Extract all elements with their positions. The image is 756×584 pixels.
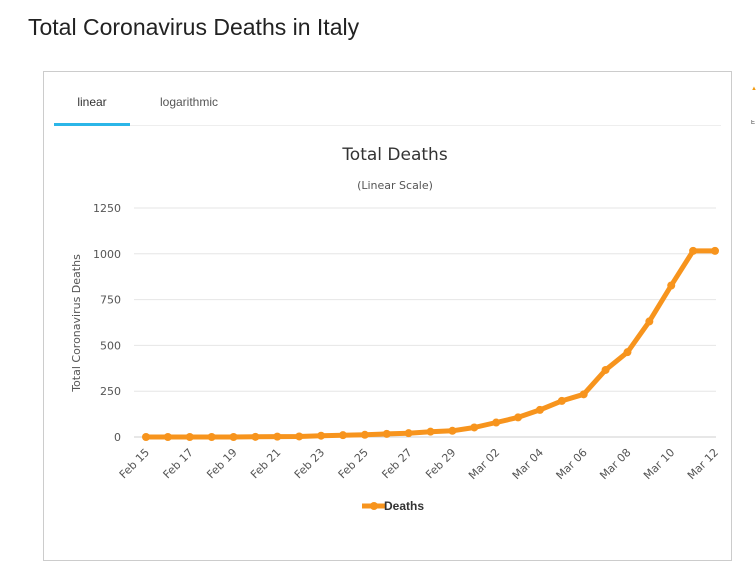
x-tick-label: Feb 25 (336, 446, 371, 481)
data-point (317, 431, 326, 440)
tab-linear[interactable]: linear (54, 72, 130, 126)
x-tick-label: Feb 27 (379, 446, 414, 481)
data-point (142, 433, 150, 441)
chart-subtitle: (Linear Scale) (357, 179, 433, 192)
x-tick-label: Mar 12 (685, 446, 721, 482)
data-point (382, 429, 391, 438)
data-point (579, 390, 588, 399)
data-point (711, 246, 719, 255)
data-point (360, 430, 369, 439)
data-point (535, 405, 544, 414)
data-point (557, 396, 566, 405)
data-point (163, 433, 172, 441)
x-tick-label: Feb 23 (292, 446, 327, 481)
chart-panel: linear logarithmic Total Deaths (Linear S… (43, 71, 732, 561)
x-tick-label: Mar 04 (510, 446, 546, 482)
scale-tabs: linear logarithmic (54, 72, 721, 126)
tab-logarithmic[interactable]: logarithmic (159, 95, 219, 109)
data-point (185, 433, 194, 441)
y-tick-label: 500 (100, 339, 121, 352)
y-tick-label: 250 (100, 385, 121, 398)
deaths-line-chart: Total Deaths (Linear Scale) 0 250 500 750 1000… (70, 145, 721, 513)
data-point (623, 348, 632, 357)
x-tick-label: Mar 02 (466, 446, 502, 482)
data-point (295, 432, 304, 441)
data-point (689, 246, 698, 255)
data-point (229, 433, 238, 441)
data-point (470, 423, 479, 432)
x-tick-label: Mar 10 (641, 446, 677, 482)
data-point (667, 281, 676, 290)
x-tick-label: Feb 15 (117, 446, 152, 481)
data-point (426, 427, 435, 436)
y-tick-label: 750 (100, 294, 121, 307)
x-tick-label: Feb 29 (423, 446, 458, 481)
data-point (338, 431, 347, 440)
y-axis-label: Total Coronavirus Deaths (70, 254, 83, 393)
data-point (514, 413, 523, 422)
legend-label: Deaths (384, 499, 424, 513)
data-point (645, 317, 654, 326)
legend-marker (370, 502, 378, 510)
side-edge-mark: ▲ (751, 86, 756, 92)
page-title: Total Coronavirus Deaths in Italy (28, 14, 360, 40)
data-point (492, 418, 501, 427)
data-point (273, 432, 282, 441)
y-tick-label: 1250 (93, 202, 121, 215)
data-point (601, 365, 610, 374)
x-tick-label: Mar 06 (554, 446, 590, 482)
data-point (448, 426, 457, 435)
data-point (207, 433, 216, 441)
y-tick-label: 0 (114, 431, 121, 444)
x-tick-label: Feb 19 (204, 446, 239, 481)
x-tick-label: Feb 21 (248, 446, 283, 481)
y-tick-label: 1000 (93, 248, 121, 261)
chart-title: Total Deaths (341, 145, 448, 165)
x-tick-label: Mar 08 (597, 446, 633, 482)
data-point (251, 432, 260, 441)
series-line-deaths (143, 248, 718, 440)
x-tick-label: Feb 17 (161, 446, 196, 481)
data-point (404, 429, 413, 438)
side-edge-text: E (751, 120, 756, 126)
